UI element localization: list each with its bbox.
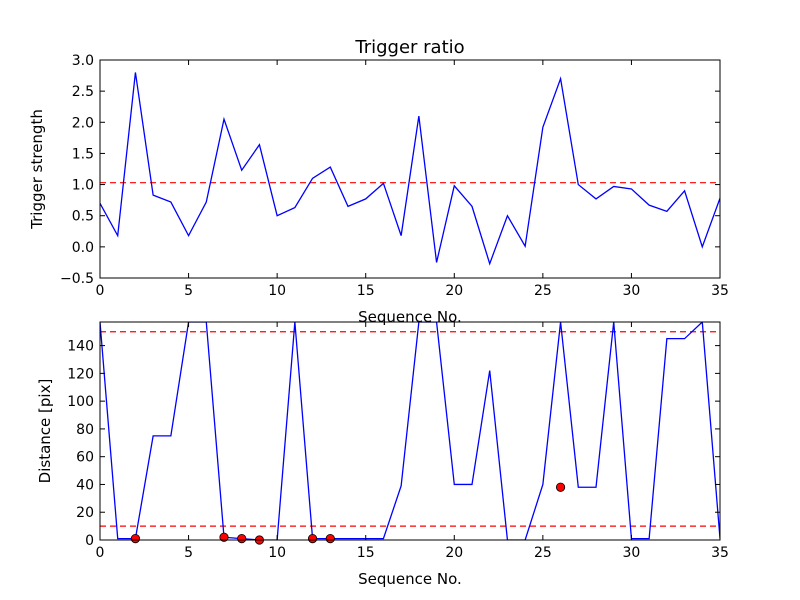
y-tick-label: 80 [76, 422, 94, 438]
y-tick-label: 100 [67, 394, 94, 410]
axes-frame [99, 321, 721, 541]
x-tick-label: 5 [184, 545, 193, 561]
x-tick-label: 30 [623, 283, 641, 299]
plot-clip-group [100, 322, 720, 540]
y-tick-label: 40 [76, 477, 94, 493]
plot-area: 0 5 10 15 20 25 30 35 0 20 40 60 80 100 120 140 [67, 322, 729, 561]
highlight-marker [130, 534, 141, 544]
x-axis-label: Sequence No. [358, 308, 462, 326]
highlight-marker [555, 482, 566, 492]
series-line [100, 322, 720, 540]
axes-frame [99, 59, 721, 279]
chart-trigger-ratio: Trigger ratio 0 5 10 15 20 25 30 35 −0.5 0.0 0.5 1.… [28, 37, 729, 326]
y-tick-label: 0.0 [72, 240, 94, 256]
series-line [100, 72, 720, 266]
x-tick-label: 35 [711, 283, 729, 299]
x-tick-label: 20 [445, 545, 463, 561]
y-tick-label: 2.0 [72, 115, 94, 131]
highlight-marker [237, 534, 247, 544]
x-tick-label: 35 [711, 545, 729, 561]
x-tick-label: 10 [268, 283, 286, 299]
y-tick-label: 20 [76, 505, 94, 521]
y-axis-label: Trigger strength [28, 109, 46, 230]
plot-area: 0 5 10 15 20 25 30 35 −0.5 0.0 0.5 1.0 1.5 2.0 2.5 3.0 [60, 53, 729, 299]
y-tick-label: 120 [67, 366, 94, 382]
chart-title: Trigger ratio [354, 37, 464, 58]
x-tick-label: 25 [534, 545, 552, 561]
plot-clip-group [100, 72, 720, 266]
chart-distance: 0 5 10 15 20 25 30 35 0 20 40 60 80 100 120 140 Sequenc… [36, 321, 729, 588]
x-tick-label: 25 [534, 283, 552, 299]
y-tick-label: −0.5 [60, 271, 94, 287]
x-tick-label: 0 [96, 545, 105, 561]
x-tick-label: 15 [357, 545, 375, 561]
x-axis-label: Sequence No. [358, 570, 462, 588]
x-tick-label: 20 [445, 283, 463, 299]
highlight-marker [219, 532, 229, 542]
y-axis-label: Distance [pix] [36, 379, 54, 484]
y-tick-label: 0 [85, 533, 94, 549]
y-tick-label: 60 [76, 450, 94, 466]
y-tick-label: 1.0 [72, 178, 94, 194]
x-tick-label: 0 [96, 283, 105, 299]
y-tick-label: 1.5 [72, 146, 94, 162]
y-tick-label: 2.5 [72, 84, 94, 100]
x-tick-label: 15 [357, 283, 375, 299]
highlight-marker [307, 534, 318, 544]
x-tick-label: 10 [268, 545, 286, 561]
y-tick-label: 140 [67, 339, 94, 355]
x-tick-label: 30 [623, 545, 641, 561]
y-tick-label: 3.0 [72, 53, 94, 69]
y-tick-label: 0.5 [72, 209, 94, 225]
highlight-marker [325, 534, 335, 544]
x-tick-label: 5 [184, 283, 193, 299]
